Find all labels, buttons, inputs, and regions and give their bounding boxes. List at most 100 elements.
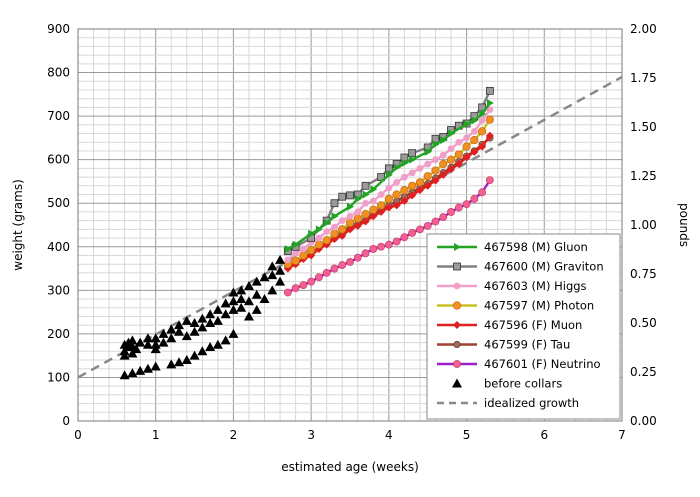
data-point xyxy=(408,149,417,158)
data-point xyxy=(166,324,177,334)
data-point xyxy=(447,208,455,216)
data-point xyxy=(275,265,286,275)
data-point xyxy=(415,186,424,195)
data-point xyxy=(353,221,362,230)
y-axis-title: weight (grams) xyxy=(11,179,25,270)
x-tick-label: 7 xyxy=(618,428,626,442)
data-point xyxy=(323,228,331,235)
data-point xyxy=(462,200,471,208)
x-tick-label: 6 xyxy=(540,428,548,442)
data-point xyxy=(197,322,208,332)
data-point xyxy=(158,328,169,338)
legend-swatch-marker xyxy=(453,340,461,349)
data-point xyxy=(181,331,192,341)
data-point xyxy=(135,365,146,375)
data-point xyxy=(299,281,308,290)
data-point xyxy=(331,212,339,221)
data-point xyxy=(330,264,339,273)
data-point xyxy=(361,181,370,190)
data-point xyxy=(283,288,292,297)
data-point xyxy=(308,229,316,238)
reference-line xyxy=(77,75,623,379)
y-tick-label: 800 xyxy=(47,66,70,80)
data-point xyxy=(416,225,424,234)
legend-label: 467599 (F) Tau xyxy=(484,338,570,352)
data-point xyxy=(470,135,479,145)
legend-swatch-marker xyxy=(453,262,461,271)
data-point xyxy=(400,233,409,242)
data-point xyxy=(385,170,393,179)
data-point xyxy=(353,214,362,223)
data-point xyxy=(212,339,223,349)
legend-swatch-marker xyxy=(454,243,461,251)
y2-tick-label: 0.25 xyxy=(630,365,657,379)
data-point xyxy=(415,178,425,187)
data-point xyxy=(446,155,456,164)
data-point xyxy=(236,294,247,304)
data-point xyxy=(299,245,307,253)
data-point xyxy=(174,320,185,330)
data-point xyxy=(455,138,463,146)
data-point xyxy=(251,276,262,286)
data-point xyxy=(470,194,479,203)
data-point xyxy=(431,217,440,226)
y-tick-label: 300 xyxy=(47,283,70,297)
data-point xyxy=(439,213,448,222)
data-point xyxy=(338,231,347,240)
data-point xyxy=(251,304,262,314)
data-point xyxy=(315,273,323,282)
legend-swatch-marker xyxy=(452,378,462,388)
data-point xyxy=(486,106,494,113)
axes xyxy=(77,28,623,422)
data-point xyxy=(292,249,299,257)
legend-swatch-marker xyxy=(453,360,461,368)
data-point xyxy=(292,240,300,249)
data-point xyxy=(330,199,339,208)
data-point xyxy=(361,217,370,226)
data-point xyxy=(228,287,239,297)
x-tick-label: 2 xyxy=(230,428,238,442)
data-point xyxy=(127,335,138,345)
data-point xyxy=(347,202,354,211)
data-point xyxy=(346,225,354,234)
data-point xyxy=(205,318,216,327)
data-point xyxy=(322,236,331,245)
data-point xyxy=(454,160,463,169)
data-point xyxy=(384,240,393,249)
data-point xyxy=(485,176,494,185)
data-point xyxy=(205,309,216,319)
data-point xyxy=(150,361,161,371)
y2-tick-label: 1.25 xyxy=(630,169,657,183)
data-point xyxy=(346,191,354,200)
data-point xyxy=(174,357,185,367)
data-point xyxy=(243,280,254,290)
data-point xyxy=(440,136,448,145)
data-point xyxy=(478,127,487,136)
data-point xyxy=(462,153,471,162)
data-point xyxy=(243,311,254,321)
data-point xyxy=(119,370,130,380)
data-point xyxy=(362,199,369,207)
data-point xyxy=(470,127,478,135)
data-point xyxy=(485,115,494,124)
data-point xyxy=(228,328,239,338)
tick-labels: 0 1 2 3 4 5 6 7 0 100 200 300 400 500 600 700 800 900 0.00… xyxy=(47,22,657,442)
data-point xyxy=(189,350,200,360)
data-point xyxy=(447,165,456,174)
series-group xyxy=(119,254,286,380)
y-tick-label: 600 xyxy=(47,153,70,167)
data-point xyxy=(353,253,362,262)
data-point xyxy=(370,185,378,194)
data-point xyxy=(478,117,486,124)
data-point xyxy=(338,261,347,269)
data-point xyxy=(416,164,424,172)
data-point xyxy=(267,270,278,280)
data-point xyxy=(322,269,331,277)
data-point xyxy=(284,244,292,253)
data-point xyxy=(485,131,494,140)
series-group xyxy=(284,106,494,264)
data-point xyxy=(315,234,323,242)
data-point xyxy=(307,277,316,286)
data-point xyxy=(174,326,185,336)
data-point xyxy=(166,333,177,343)
